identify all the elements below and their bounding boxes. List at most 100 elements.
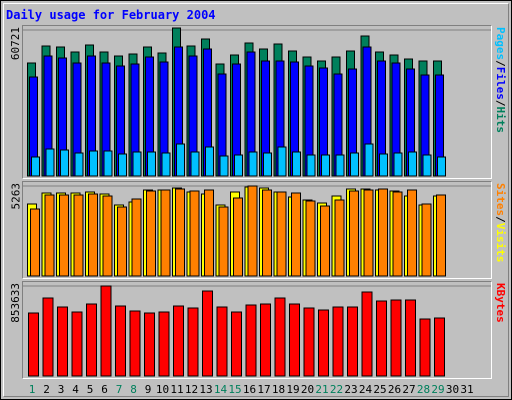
x-tick-label: 13 — [199, 383, 213, 396]
pages-bar — [408, 151, 417, 177]
pages-bar — [219, 155, 229, 177]
kbytes-bar — [216, 306, 228, 377]
sites-bar — [204, 189, 214, 277]
x-tick-label: 5 — [86, 383, 94, 396]
x-tick-label: 8 — [130, 383, 137, 396]
kbytes-bar — [86, 303, 97, 377]
pages-bar — [45, 148, 55, 177]
legend-separator: / — [494, 99, 507, 107]
visits-ymax-label-wrap: 5263 — [9, 183, 21, 273]
kbytes-bar — [419, 318, 431, 377]
sites-bar — [247, 185, 258, 277]
x-tick-label: 3 — [57, 383, 65, 396]
kbytes-bar — [57, 306, 68, 377]
x-tick-label: 16 — [242, 383, 257, 396]
legend-visits: Visits — [494, 222, 507, 263]
sites-bar — [363, 189, 374, 277]
kbytes-bar — [318, 309, 329, 377]
kbytes-bar — [158, 311, 170, 377]
legend-separator: / — [494, 216, 507, 223]
sites-bar — [131, 198, 142, 277]
sites-bar — [378, 188, 388, 277]
pages-bar — [89, 150, 98, 177]
pages-bar — [263, 152, 272, 177]
pages-bar — [306, 154, 316, 177]
kbytes-bar — [173, 305, 184, 377]
frame-bevel — [3, 3, 509, 397]
kbytes-bar — [361, 291, 373, 377]
x-axis-day-labels: 1 2 3 4 5 6 7 8 9 10 11 12 13 14 15 16 17 18 19 20 21 22 23 24 2… — [22, 383, 492, 397]
kbytes-legend-text: KBytes — [494, 283, 507, 323]
kbytes-bar — [376, 300, 387, 377]
pages-bar — [234, 154, 243, 177]
pages-bar — [379, 153, 388, 177]
pages-bar — [321, 154, 330, 177]
hits-ymax-label: 60721 — [9, 27, 21, 61]
x-tick-label: 6 — [101, 383, 108, 396]
sites-bar — [160, 189, 171, 277]
hits-files-pages-plot — [23, 27, 491, 177]
x-tick-label: 19 — [286, 383, 300, 396]
pages-bar — [190, 151, 200, 177]
sites-bar — [189, 190, 200, 277]
x-tick-label: 20 — [300, 383, 315, 396]
kbytes-legend: KBytes — [494, 283, 508, 377]
sites-bar — [407, 189, 417, 277]
sites-bar — [233, 197, 243, 277]
x-tick-label: 31 — [460, 383, 474, 396]
x-tick-label: 30 — [445, 383, 460, 396]
kbytes-bar — [71, 311, 83, 377]
x-tick-label: 9 — [144, 383, 152, 396]
sites-bar — [421, 203, 432, 277]
sites-bar — [305, 200, 316, 277]
kbytes-bar — [434, 317, 445, 377]
sites-bar — [276, 191, 287, 277]
pages-bar — [248, 151, 258, 177]
legend-sites: Sites — [494, 183, 507, 217]
kbytes-bar — [231, 311, 242, 377]
x-tick-label: 22 — [329, 383, 344, 396]
kbytes-bar — [115, 305, 126, 377]
sites-bar — [44, 194, 55, 277]
pages-bar — [132, 151, 142, 177]
sites-bar — [218, 206, 229, 277]
x-tick-label: 28 — [416, 383, 431, 396]
visits-ymax-label: 5263 — [9, 183, 21, 210]
visits-legend: Sites/Visits — [494, 183, 508, 277]
sites-bar — [436, 194, 446, 277]
kbytes-bar — [390, 299, 402, 377]
x-tick-label: 15 — [228, 383, 242, 396]
x-tick-label: 2 — [43, 383, 50, 396]
pages-bar — [205, 146, 214, 177]
pages-bar — [31, 156, 40, 177]
chart-title: Daily usage for February 2004 — [6, 8, 216, 22]
x-tick-label: 23 — [344, 383, 358, 396]
x-tick-label: 7 — [115, 383, 123, 396]
kbytes-bar — [245, 304, 257, 377]
sites-bar — [59, 194, 69, 277]
kbytes-bar — [260, 303, 271, 377]
legend-kbytes: KBytes — [494, 283, 507, 323]
visits-sites-panel — [22, 181, 492, 279]
kbytes-bar — [129, 310, 141, 377]
pages-bar — [292, 151, 301, 177]
sites-bar — [392, 191, 403, 277]
legend-pages: Pages — [494, 27, 507, 61]
sites-bar — [117, 206, 127, 277]
hits-legend: Pages/Files/Hits — [494, 27, 508, 177]
x-tick-label: 18 — [271, 383, 286, 396]
x-tick-label: 10 — [155, 383, 170, 396]
x-tick-label: 14 — [213, 383, 228, 396]
pages-bar — [277, 146, 287, 177]
pages-bar — [335, 154, 345, 177]
kbytes-bar — [28, 312, 39, 377]
hits-ymax-label-wrap: 60721 — [9, 27, 21, 117]
x-tick-label: 12 — [184, 383, 199, 396]
x-tick-label: 21 — [315, 383, 329, 396]
sites-bar — [262, 189, 272, 277]
sites-bar — [320, 205, 330, 277]
sites-bar — [102, 195, 113, 277]
pages-bar — [103, 150, 113, 177]
sites-bar — [291, 192, 301, 277]
hits-files-pages-panel — [22, 25, 492, 179]
